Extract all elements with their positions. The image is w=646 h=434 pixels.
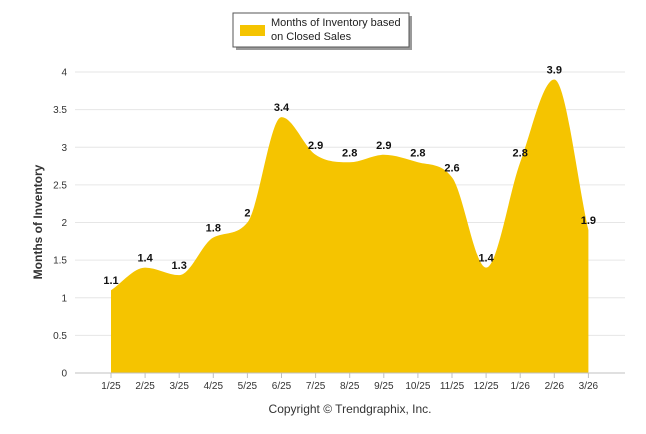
data-label: 2.6 xyxy=(444,162,459,174)
y-tick-label: 3 xyxy=(61,143,67,154)
data-label: 3.4 xyxy=(274,102,290,114)
x-axis xyxy=(75,372,625,378)
x-tick-label: 4/25 xyxy=(204,381,224,392)
x-tick-label: 3/26 xyxy=(579,381,599,392)
area-series-layer xyxy=(111,79,589,374)
legend: Months of Inventory based on Closed Sale… xyxy=(232,12,412,50)
x-tick-label: 10/25 xyxy=(405,381,430,392)
data-label: 2.9 xyxy=(308,140,323,152)
data-label: 2.8 xyxy=(513,147,528,159)
y-tick-label: 1 xyxy=(61,293,67,304)
y-tick-label: 1.5 xyxy=(53,256,67,267)
x-tick-label: 9/25 xyxy=(374,381,394,392)
x-axis-ticks: 1/25 2/25 3/25 4/25 5/25 6/25 7/25 8/25 9/25 10/2… xyxy=(101,381,598,392)
area-series-months-of-inventory xyxy=(111,79,589,374)
data-label: 2.9 xyxy=(376,140,391,152)
x-tick-label: 11/25 xyxy=(440,381,465,392)
data-label: 2.8 xyxy=(410,147,425,159)
x-tick-label: 12/25 xyxy=(474,381,499,392)
x-tick-label: 2/26 xyxy=(545,381,565,392)
x-tick-label: 3/25 xyxy=(169,381,189,392)
copyright-text: Copyright © Trendgraphix, Inc. xyxy=(269,402,432,416)
data-label: 3.9 xyxy=(547,65,562,77)
x-tick-label: 6/25 xyxy=(272,381,292,392)
y-tick-label: 4 xyxy=(61,68,67,79)
legend-label-line2: on Closed Sales xyxy=(271,31,352,43)
data-label: 1.9 xyxy=(581,215,596,227)
data-label: 2.8 xyxy=(342,147,357,159)
x-tick-label: 5/25 xyxy=(238,381,258,392)
y-tick-label: 0.5 xyxy=(53,331,67,342)
legend-label-line1: Months of Inventory based xyxy=(271,17,401,29)
y-tick-label: 3.5 xyxy=(53,105,67,116)
x-tick-label: 1/26 xyxy=(510,381,530,392)
x-tick-label: 2/25 xyxy=(135,381,155,392)
y-tick-label: 2 xyxy=(61,218,67,229)
y-axis-title: Months of Inventory xyxy=(31,164,45,279)
y-tick-label: 0 xyxy=(61,369,67,380)
data-label: 1.4 xyxy=(137,253,153,265)
y-axis-ticks: 0 0.5 1 1.5 2 2.5 3 3.5 4 xyxy=(53,68,67,380)
x-tick-label: 1/25 xyxy=(101,381,121,392)
data-label: 1.3 xyxy=(172,260,187,272)
x-tick-label: 8/25 xyxy=(340,381,360,392)
data-label: 1.1 xyxy=(103,275,118,287)
x-tick-label: 7/25 xyxy=(306,381,326,392)
legend-swatch xyxy=(240,25,265,36)
data-label: 1.8 xyxy=(206,223,221,235)
y-tick-label: 2.5 xyxy=(53,180,67,191)
data-label: 2 xyxy=(244,208,250,220)
data-labels: 1.1 1.4 1.3 1.8 2 3.4 2.9 2.8 2.9 2.8 2.6 1.4 2.8 3.9… xyxy=(103,65,596,288)
data-label: 1.4 xyxy=(478,253,494,265)
